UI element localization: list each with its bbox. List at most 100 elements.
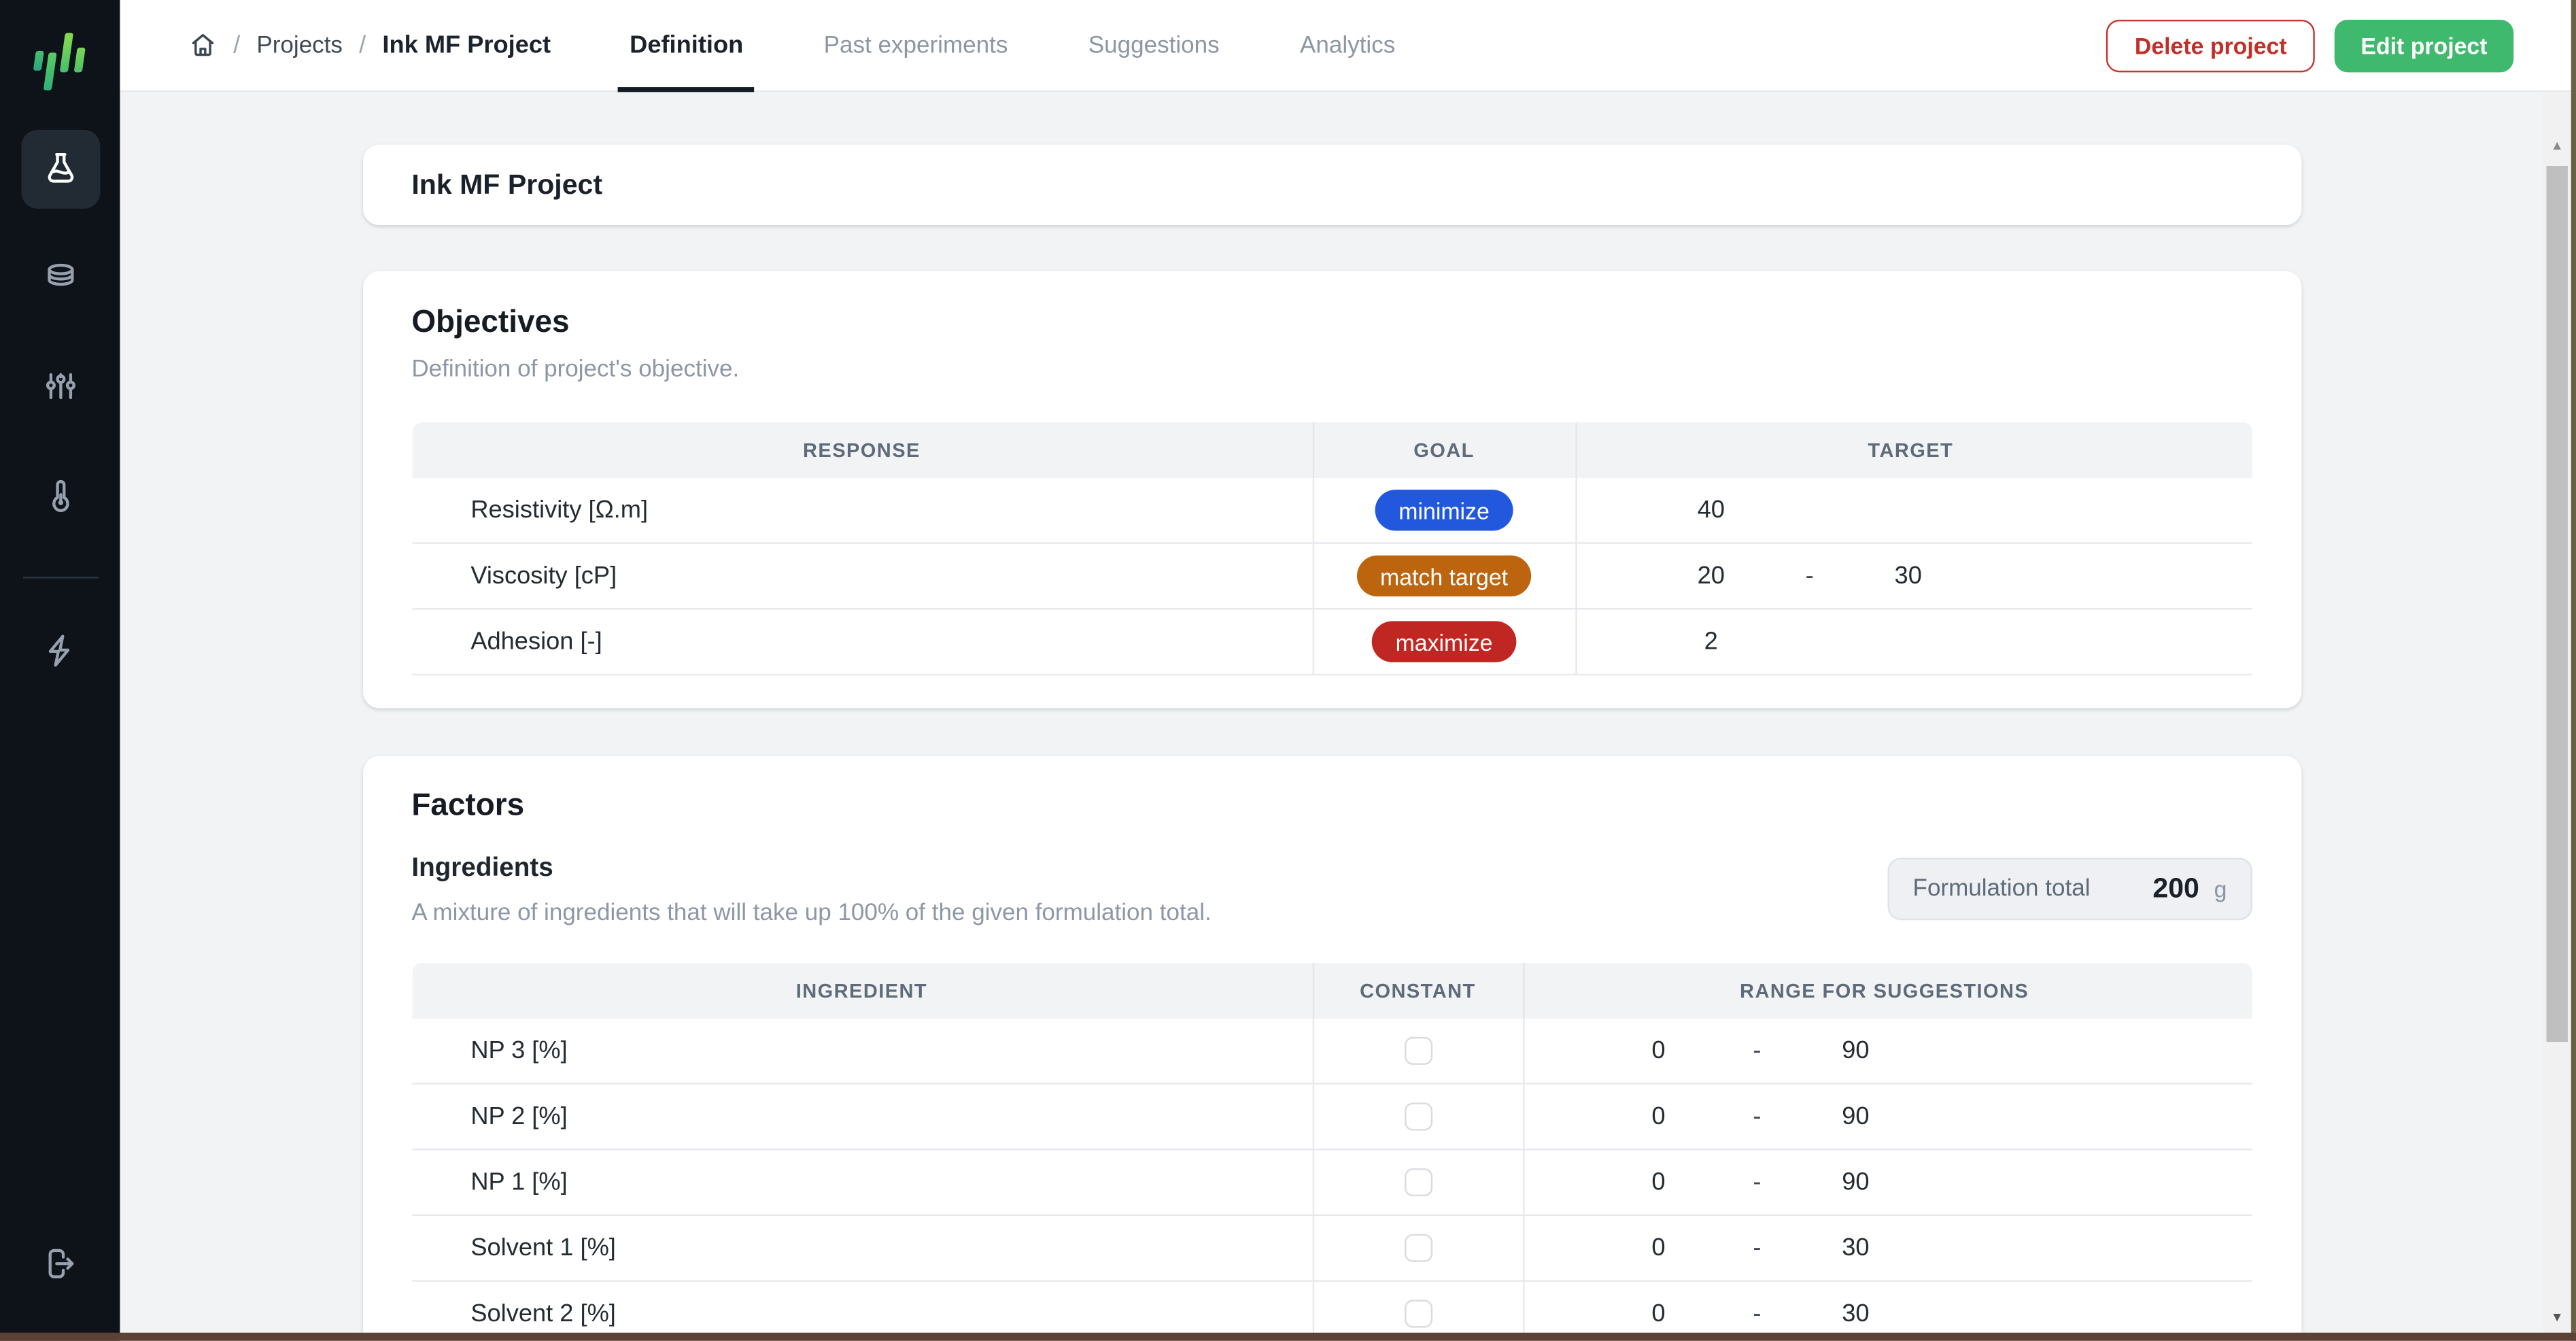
range-max: 30 [1842,1234,1870,1262]
table-row: Solvent 2 [%] 0 - 30 [411,1281,2252,1333]
goal-cell: maximize [1311,609,1575,674]
range-min: 0 [1651,1300,1666,1328]
response-cell: Resistivity [Ω.m] [470,496,649,524]
delete-project-button[interactable]: Delete project [2106,18,2315,72]
sidebar-item-actions[interactable] [20,611,99,690]
constant-checkbox[interactable] [1403,1036,1432,1065]
target-cell: 40 [1575,478,2245,543]
breadcrumb-current-project: Ink MF Project [382,31,551,59]
logout-button[interactable] [20,1224,99,1303]
scrollbar-thumb[interactable] [2546,166,2568,1042]
ingredient-cell: NP 2 [%] [470,1102,568,1131]
range-cell: 0 - 30 [1522,1216,2245,1280]
flask-icon [40,150,80,189]
sidebar-item-projects[interactable] [20,129,100,209]
scroll-up-arrow-icon[interactable] [2543,131,2571,158]
range-separator: - [1753,1102,1762,1131]
vertical-scrollbar[interactable] [2543,92,2571,1333]
ingredients-table-header: INGREDIENT CONSTANT RANGE FOR SUGGESTION… [411,963,2252,1019]
objectives-subtitle: Definition of project's objective. [411,356,740,384]
constant-cell [1311,1084,1522,1149]
sidebar-item-conditions[interactable] [20,455,99,534]
logo-bar [42,52,56,90]
constant-checkbox[interactable] [1403,1300,1432,1328]
objectives-table-header: RESPONSE GOAL TARGET [411,422,2252,479]
range-min: 0 [1651,1036,1666,1065]
constant-cell [1311,1019,1522,1083]
table-row: Adhesion [-] maximize 2 [411,609,2252,676]
ingredients-table: INGREDIENT CONSTANT RANGE FOR SUGGESTION… [411,963,2252,1333]
tab-suggestions[interactable]: Suggestions [1088,32,1220,58]
page-title: Ink MF Project [411,168,603,200]
project-tabs: Definition Past experiments Suggestions … [618,0,1407,92]
target-min: 40 [1697,496,1725,524]
project-title-card: Ink MF Project [362,144,2301,226]
factors-card: Factors Ingredients A mixture of ingredi… [362,756,2301,1333]
table-row: Solvent 1 [%] 0 - 30 [411,1216,2252,1282]
sidebar-nav [20,129,100,534]
lightning-icon [40,631,80,670]
formulation-total-label: Formulation total [1912,875,2091,902]
table-row: Resistivity [Ω.m] minimize 40 [411,478,2252,544]
tab-analytics[interactable]: Analytics [1300,32,1396,58]
range-separator: - [1753,1036,1762,1065]
response-cell: Viscosity [cP] [470,562,617,590]
target-cell: 2 [1575,609,2245,674]
table-row: Viscosity [cP] match target 20 - 30 [411,543,2252,610]
objectives-card: Objectives Definition of project's objec… [362,271,2301,709]
table-row: NP 2 [%] 0 - 90 [411,1084,2252,1151]
column-header-ingredient: INGREDIENT [795,979,928,1003]
top-bar: / Projects / Ink MF Project Definition P… [120,0,2576,92]
breadcrumb-separator: / [233,31,241,59]
breadcrumb-projects-link[interactable]: Projects [256,32,343,58]
main-content: Ink MF Project Objectives Definition of … [120,92,2543,1333]
logo-bar [73,48,86,73]
constant-cell [1311,1216,1522,1280]
constant-checkbox[interactable] [1403,1168,1432,1197]
range-min: 0 [1651,1168,1666,1197]
range-min: 0 [1651,1234,1666,1262]
window-edge-bottom [0,1332,2576,1341]
formulation-total-box: Formulation total 200 g [1888,858,2252,921]
response-cell: Adhesion [-] [470,628,602,656]
sidebar-item-parameters[interactable] [20,347,99,426]
edit-project-button[interactable]: Edit project [2334,18,2514,72]
ingredient-cell: NP 1 [%] [470,1168,568,1197]
scroll-down-arrow-icon[interactable] [2543,1303,2571,1329]
brand-logo-icon[interactable] [32,33,88,93]
sliders-icon [40,367,80,406]
breadcrumb-separator: / [359,31,366,59]
column-header-response: RESPONSE [803,439,921,462]
range-cell: 0 - 90 [1522,1084,2245,1149]
goal-badge: maximize [1372,621,1516,662]
constant-checkbox[interactable] [1403,1102,1432,1131]
ingredients-header-text: Ingredients A mixture of ingredients tha… [411,855,1211,927]
factors-title: Factors [411,788,525,824]
sidebar-item-data[interactable] [20,238,99,317]
home-icon[interactable] [189,31,217,59]
tab-past-experiments[interactable]: Past experiments [823,32,1008,58]
constant-cell [1311,1150,1522,1215]
formulation-total-unit: g [2214,875,2227,902]
target-separator: - [1805,562,1814,590]
range-separator: - [1753,1234,1762,1262]
ingredient-cell: Solvent 1 [%] [470,1234,616,1262]
target-max: 30 [1894,562,1922,590]
sidebar-divider [22,577,98,579]
range-max: 30 [1842,1300,1870,1328]
logo-bar [32,50,43,71]
range-cell: 0 - 90 [1522,1150,2245,1215]
ingredients-title: Ingredients [411,854,553,883]
goal-cell: match target [1311,543,1575,609]
constant-cell [1311,1281,1522,1333]
constant-checkbox[interactable] [1403,1234,1432,1262]
thermometer-icon [40,475,80,514]
range-max: 90 [1842,1036,1870,1065]
range-separator: - [1753,1300,1762,1328]
target-cell: 20 - 30 [1575,543,2245,609]
range-max: 90 [1842,1102,1870,1131]
objectives-table: RESPONSE GOAL TARGET Resistivity [Ω.m] m… [411,422,2252,676]
tab-definition[interactable]: Definition [618,0,755,92]
formulation-total-value: 200 [2152,872,2199,904]
